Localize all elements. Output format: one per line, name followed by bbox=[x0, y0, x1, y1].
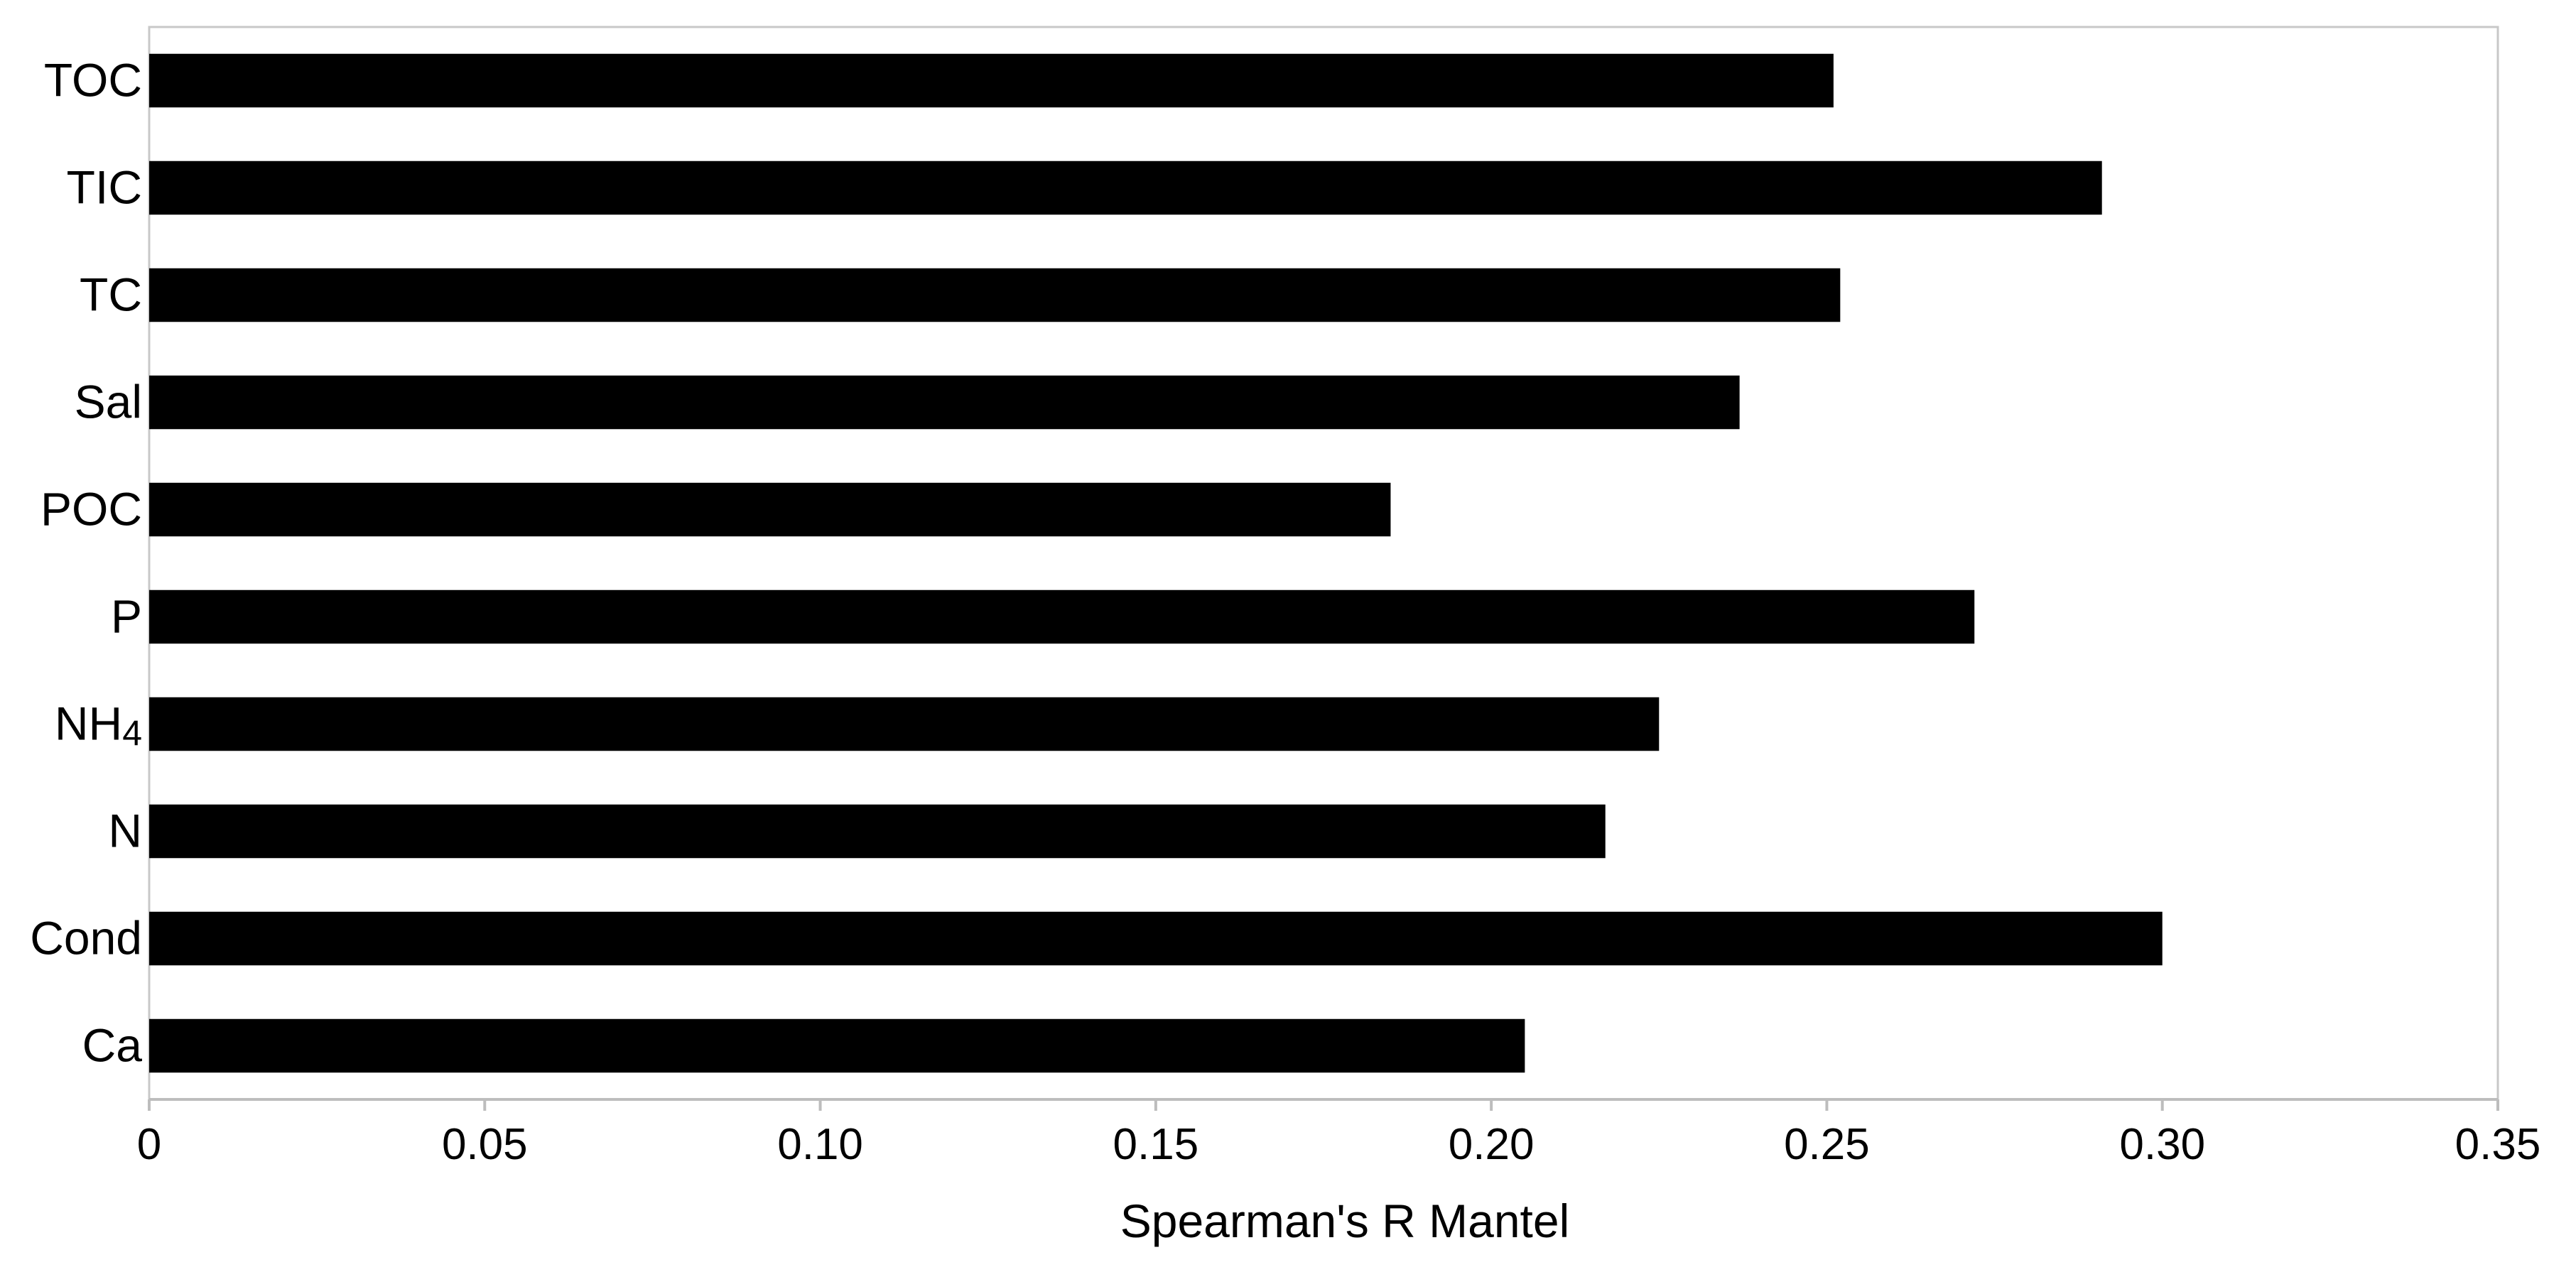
category-label-tic: TIC bbox=[67, 161, 142, 214]
category-label-cond: Cond bbox=[30, 912, 142, 964]
bar-nh4 bbox=[149, 697, 1660, 751]
x-tick-label: 0.25 bbox=[1784, 1120, 1870, 1169]
category-label-nh4: NH4 bbox=[55, 697, 142, 754]
bar-ca bbox=[149, 1018, 1525, 1073]
bars-group bbox=[149, 53, 2163, 1073]
category-label-sal: Sal bbox=[75, 376, 142, 428]
category-label-ca: Ca bbox=[82, 1019, 143, 1072]
x-tick-label: 0.10 bbox=[777, 1120, 863, 1169]
x-tick-label: 0.15 bbox=[1113, 1120, 1199, 1169]
category-label-n: N bbox=[108, 805, 142, 857]
category-label-poc: POC bbox=[40, 483, 142, 536]
bar-p bbox=[149, 589, 1975, 644]
category-labels-group: TOC TIC TC Sal POC P NH4 N Cond Ca bbox=[30, 54, 142, 1072]
x-tick-label: 0 bbox=[137, 1120, 161, 1169]
bar-poc bbox=[149, 482, 1391, 537]
x-axis-title: Spearman's R Mantel bbox=[1120, 1195, 1570, 1247]
x-tick-label: 0.05 bbox=[442, 1120, 528, 1169]
category-label-p: P bbox=[111, 590, 142, 643]
x-tick-label: 0.35 bbox=[2455, 1120, 2541, 1169]
bar-tc bbox=[149, 268, 1841, 322]
category-label-tc: TC bbox=[80, 268, 142, 321]
bar-cond bbox=[149, 911, 2163, 966]
x-tick-label: 0.20 bbox=[1449, 1120, 1535, 1169]
bar-toc bbox=[149, 53, 1834, 108]
bar-n bbox=[149, 804, 1606, 859]
bar-tic bbox=[149, 161, 2102, 215]
x-tick-label: 0.30 bbox=[2119, 1120, 2205, 1169]
category-label-toc: TOC bbox=[44, 54, 142, 107]
bar-sal bbox=[149, 375, 1740, 430]
x-ticks-group: 0 0.05 0.10 0.15 0.20 0.25 0.30 0.35 bbox=[137, 1099, 2541, 1169]
